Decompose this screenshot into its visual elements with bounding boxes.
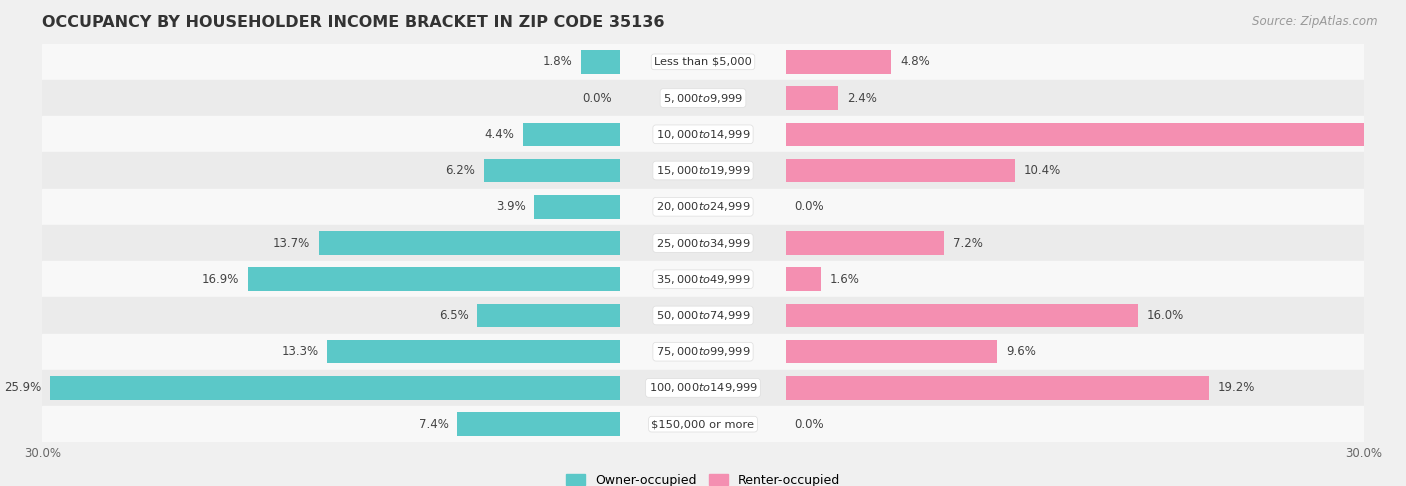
Text: 0.0%: 0.0% bbox=[794, 200, 824, 213]
Bar bbox=[42, 261, 1364, 297]
Bar bbox=[457, 412, 620, 436]
Text: 1.6%: 1.6% bbox=[830, 273, 859, 286]
Bar bbox=[477, 304, 620, 327]
Text: 4.8%: 4.8% bbox=[900, 55, 929, 69]
Text: $100,000 to $149,999: $100,000 to $149,999 bbox=[648, 382, 758, 395]
Text: 25.9%: 25.9% bbox=[4, 382, 41, 395]
Text: 0.0%: 0.0% bbox=[582, 91, 612, 104]
Bar bbox=[534, 195, 620, 219]
Text: $20,000 to $24,999: $20,000 to $24,999 bbox=[655, 200, 751, 213]
Bar bbox=[786, 159, 1015, 182]
Bar bbox=[42, 44, 1364, 80]
Bar bbox=[42, 297, 1364, 333]
Text: 16.0%: 16.0% bbox=[1147, 309, 1184, 322]
Text: 13.3%: 13.3% bbox=[281, 345, 319, 358]
Bar bbox=[42, 225, 1364, 261]
Text: 6.2%: 6.2% bbox=[446, 164, 475, 177]
Bar bbox=[42, 153, 1364, 189]
Bar bbox=[42, 80, 1364, 116]
Text: Less than $5,000: Less than $5,000 bbox=[654, 57, 752, 67]
Text: $5,000 to $9,999: $5,000 to $9,999 bbox=[664, 91, 742, 104]
Bar bbox=[328, 340, 620, 364]
Bar bbox=[786, 122, 1406, 146]
Bar bbox=[42, 116, 1364, 153]
Bar bbox=[247, 267, 620, 291]
Bar bbox=[786, 50, 891, 74]
Bar bbox=[523, 122, 620, 146]
Text: 9.6%: 9.6% bbox=[1005, 345, 1036, 358]
Text: $35,000 to $49,999: $35,000 to $49,999 bbox=[655, 273, 751, 286]
Bar bbox=[786, 87, 838, 110]
Bar bbox=[42, 406, 1364, 442]
Bar bbox=[786, 340, 997, 364]
Text: $10,000 to $14,999: $10,000 to $14,999 bbox=[655, 128, 751, 141]
Text: $25,000 to $34,999: $25,000 to $34,999 bbox=[655, 237, 751, 249]
Text: $150,000 or more: $150,000 or more bbox=[651, 419, 755, 429]
Bar bbox=[42, 333, 1364, 370]
Bar bbox=[581, 50, 620, 74]
Bar bbox=[42, 370, 1364, 406]
Text: 7.2%: 7.2% bbox=[953, 237, 983, 249]
Text: 13.7%: 13.7% bbox=[273, 237, 309, 249]
Text: $15,000 to $19,999: $15,000 to $19,999 bbox=[655, 164, 751, 177]
Legend: Owner-occupied, Renter-occupied: Owner-occupied, Renter-occupied bbox=[561, 469, 845, 486]
Text: 0.0%: 0.0% bbox=[794, 417, 824, 431]
Text: OCCUPANCY BY HOUSEHOLDER INCOME BRACKET IN ZIP CODE 35136: OCCUPANCY BY HOUSEHOLDER INCOME BRACKET … bbox=[42, 15, 665, 30]
Bar bbox=[319, 231, 620, 255]
Text: $75,000 to $99,999: $75,000 to $99,999 bbox=[655, 345, 751, 358]
Bar bbox=[49, 376, 620, 399]
Bar bbox=[484, 159, 620, 182]
Text: 19.2%: 19.2% bbox=[1218, 382, 1254, 395]
Bar bbox=[786, 231, 945, 255]
Text: 3.9%: 3.9% bbox=[496, 200, 526, 213]
Text: $50,000 to $74,999: $50,000 to $74,999 bbox=[655, 309, 751, 322]
Text: 4.4%: 4.4% bbox=[485, 128, 515, 141]
Bar bbox=[786, 304, 1137, 327]
Text: 10.4%: 10.4% bbox=[1024, 164, 1060, 177]
Text: Source: ZipAtlas.com: Source: ZipAtlas.com bbox=[1253, 15, 1378, 28]
Bar bbox=[786, 267, 821, 291]
Text: 2.4%: 2.4% bbox=[848, 91, 877, 104]
Text: 16.9%: 16.9% bbox=[202, 273, 239, 286]
Text: 1.8%: 1.8% bbox=[543, 55, 572, 69]
Bar bbox=[786, 376, 1209, 399]
Text: 7.4%: 7.4% bbox=[419, 417, 449, 431]
Text: 6.5%: 6.5% bbox=[439, 309, 468, 322]
Bar bbox=[42, 189, 1364, 225]
